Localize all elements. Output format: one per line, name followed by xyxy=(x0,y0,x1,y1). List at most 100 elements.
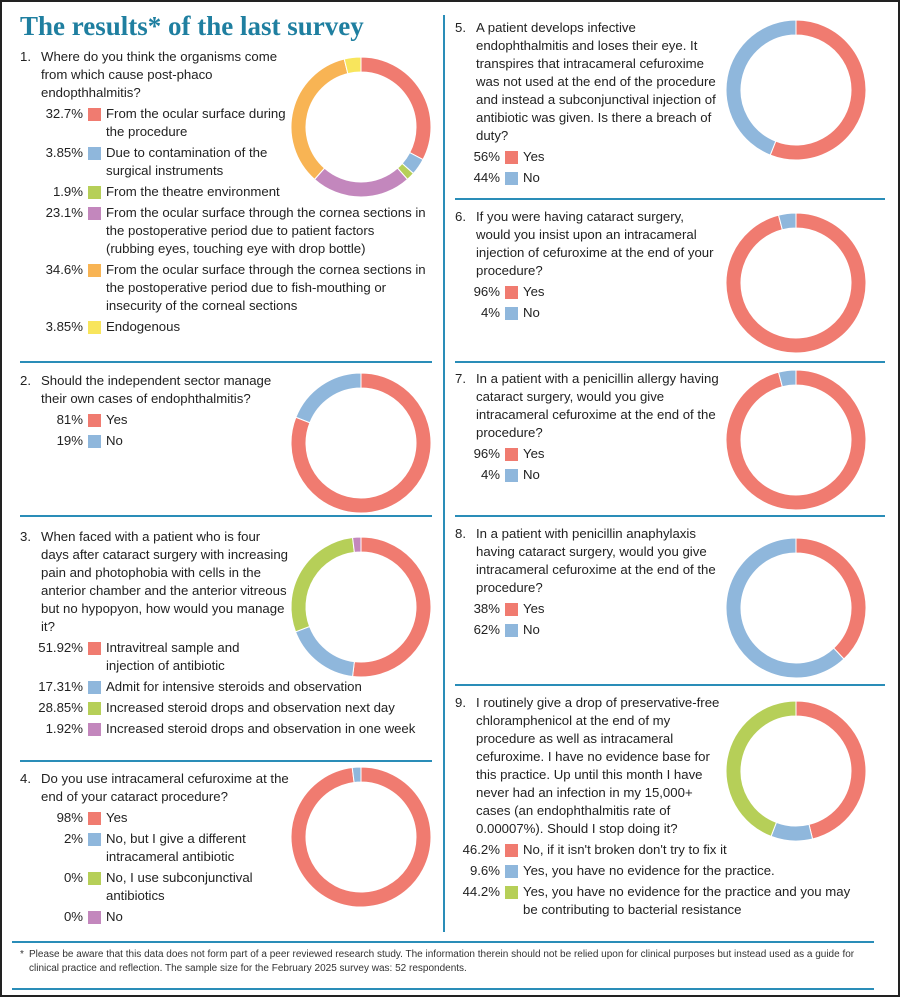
legend-label: Yes, you have no evidence for the practi… xyxy=(523,883,853,919)
legend-percent: 56% xyxy=(455,148,500,166)
donut-slice xyxy=(353,537,361,552)
donut-chart-9 xyxy=(721,696,871,846)
donut-slice xyxy=(796,538,866,659)
donut-slice xyxy=(771,822,813,841)
question-text: Where do you think the organisms come fr… xyxy=(41,48,291,102)
legend-swatch xyxy=(505,603,518,616)
donut-chart-4 xyxy=(286,762,436,912)
legend-label: Due to contamination of the surgical ins… xyxy=(106,144,291,180)
legend-label: Intravitreal sample and injection of ant… xyxy=(106,639,291,675)
legend-item: 98% Yes xyxy=(20,809,291,827)
legend-item: 44%No xyxy=(455,169,723,187)
question-number: 8. xyxy=(455,525,466,543)
question-number: 7. xyxy=(455,370,466,388)
legend-percent: 81% xyxy=(20,411,83,429)
legend-percent: 4% xyxy=(455,466,500,484)
donut-slice xyxy=(291,59,348,179)
question-4: 4.Do you use intracameral cefuroxime at … xyxy=(20,770,291,926)
legend-swatch xyxy=(88,681,101,694)
legend-percent: 44% xyxy=(455,169,500,187)
question-number: 1. xyxy=(20,48,31,66)
question-text: In a patient with penicillin anaphylaxis… xyxy=(476,525,724,597)
donut-slice xyxy=(726,20,796,155)
donut-chart-5 xyxy=(721,15,871,165)
legend-percent: 19% xyxy=(20,432,83,450)
donut-slice xyxy=(726,213,866,353)
donut-chart-7 xyxy=(721,365,871,515)
legend-item: 56% Yes xyxy=(455,148,723,166)
legend-label: Increased steroid drops and observation … xyxy=(106,720,436,738)
legend-swatch xyxy=(88,812,101,825)
question-text: A patient develops infective endophthalm… xyxy=(476,19,721,145)
legend-percent: 23.1% xyxy=(20,204,83,222)
footer-divider-bottom xyxy=(12,988,874,990)
legend-swatch xyxy=(505,886,518,899)
legend-percent: 1.92% xyxy=(20,720,83,738)
legend-item: 81% Yes xyxy=(20,411,296,429)
column-divider xyxy=(443,15,445,932)
legend-swatch xyxy=(505,469,518,482)
legend-item: 9.6%Yes, you have no evidence for the pr… xyxy=(455,862,853,880)
legend-label: Endogenous xyxy=(106,318,426,336)
question-number: 3. xyxy=(20,528,31,546)
legend-swatch xyxy=(88,723,101,736)
donut-slice xyxy=(726,701,796,836)
legend-percent: 46.2% xyxy=(455,841,500,859)
legend-percent: 34.6% xyxy=(20,261,83,279)
legend-item: 23.1% From the ocular surface through the… xyxy=(20,204,426,258)
legend-swatch xyxy=(505,286,518,299)
question-6: 6.If you were having cataract surgery, w… xyxy=(455,208,723,322)
legend-percent: 28.85% xyxy=(20,699,83,717)
legend-percent: 51.92% xyxy=(20,639,83,657)
legend-item: 3.85% Endogenous xyxy=(20,318,426,336)
legend-swatch xyxy=(88,321,101,334)
legend-label: No, but I give a different intracameral … xyxy=(106,830,286,866)
donut-slice xyxy=(296,373,361,423)
section-divider xyxy=(455,198,885,200)
legend-percent: 9.6% xyxy=(455,862,500,880)
donut-chart-1 xyxy=(286,52,436,202)
legend-label: From the ocular surface through the corn… xyxy=(106,261,426,315)
legend-swatch xyxy=(505,307,518,320)
legend-label: Yes xyxy=(106,809,286,827)
question-7: 7.In a patient with a penicillin allergy… xyxy=(455,370,724,484)
legend-item: 0%No, I use subconjunctival antibiotics xyxy=(20,869,291,905)
legend-percent: 44.2% xyxy=(455,883,500,901)
legend-swatch xyxy=(88,207,101,220)
legend-swatch xyxy=(505,172,518,185)
legend-swatch xyxy=(88,833,101,846)
legend-item: 96% Yes xyxy=(455,283,723,301)
legend-swatch xyxy=(88,435,101,448)
legend-percent: 96% xyxy=(455,283,500,301)
legend-label: Increased steroid drops and observation … xyxy=(106,699,436,717)
donut-slice xyxy=(779,213,796,230)
legend-label: Yes xyxy=(106,411,296,429)
legend-label: No xyxy=(523,621,723,639)
donut-slice xyxy=(344,57,361,74)
legend-swatch xyxy=(505,448,518,461)
legend-label: Yes xyxy=(523,283,723,301)
legend-swatch xyxy=(88,108,101,121)
legend-item: 62% No xyxy=(455,621,724,639)
legend-percent: 3.85% xyxy=(20,318,83,336)
section-divider xyxy=(455,361,885,363)
legend-label: Yes xyxy=(523,148,723,166)
legend-percent: 17.31% xyxy=(20,678,83,696)
legend-label: Yes xyxy=(523,445,723,463)
legend-percent: 98% xyxy=(20,809,83,827)
question-5: 5.A patient develops infective endophtha… xyxy=(455,19,723,187)
question-number: 9. xyxy=(455,694,466,712)
legend-label: From the ocular surface through the corn… xyxy=(106,204,426,258)
donut-chart-8 xyxy=(721,533,871,683)
legend-swatch xyxy=(88,872,101,885)
question-text: If you were having cataract surgery, wou… xyxy=(476,208,721,280)
legend-item: 1.92% Increased steroid drops and observa… xyxy=(20,720,436,738)
donut-slice xyxy=(315,168,408,197)
legend-percent: 62% xyxy=(455,621,500,639)
donut-slice xyxy=(352,767,361,782)
question-number: 2. xyxy=(20,372,31,390)
legend-swatch xyxy=(505,865,518,878)
legend-label: Yes xyxy=(523,600,723,618)
legend-item: 0%No xyxy=(20,908,291,926)
donut-chart-6 xyxy=(721,208,871,358)
